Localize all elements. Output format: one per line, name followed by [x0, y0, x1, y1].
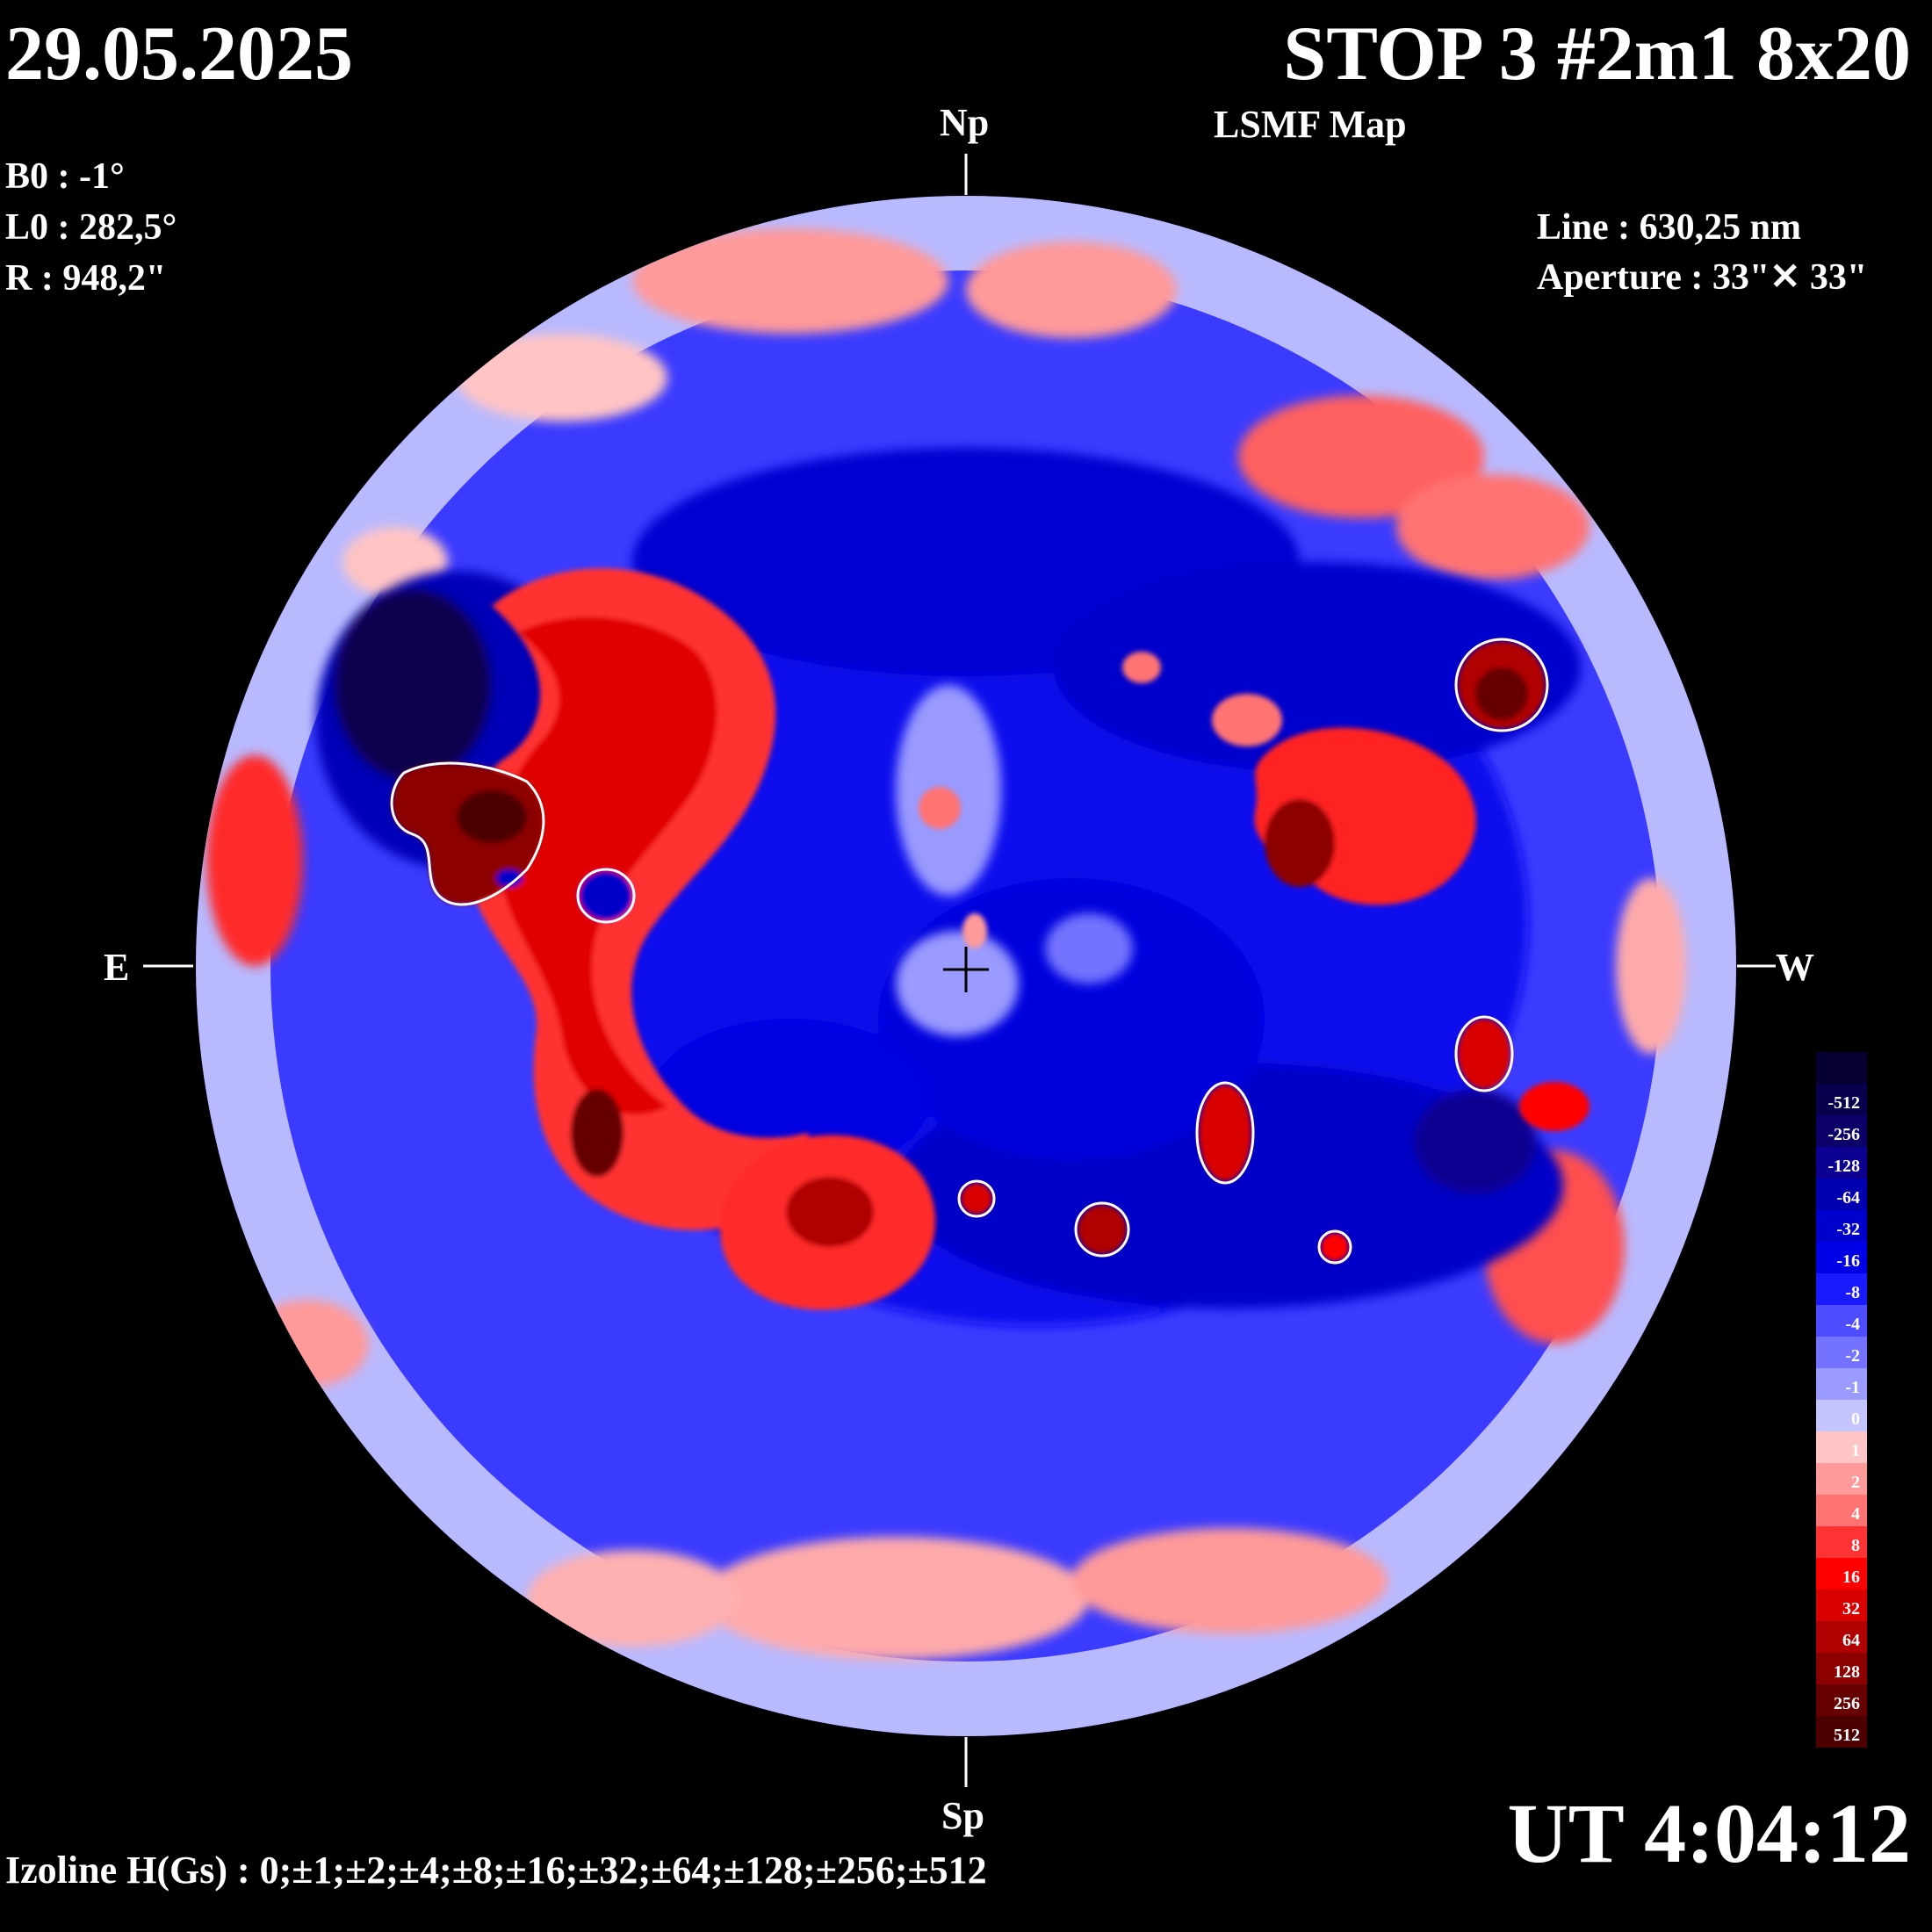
disk-content — [196, 196, 1736, 1736]
colorbar-level-label: 128 — [1834, 1662, 1860, 1682]
east-label: E — [104, 946, 130, 989]
param-b0: B0 : -1° — [5, 156, 125, 197]
colorbar-level: 4 — [1816, 1495, 1867, 1526]
positive-region-east — [392, 568, 936, 1310]
colorbar-level: -128 — [1816, 1147, 1867, 1179]
colorbar-level-label: 64 — [1842, 1631, 1860, 1650]
colorbar-level-label: -256 — [1827, 1125, 1860, 1144]
colorbar-level: -1 — [1816, 1368, 1867, 1400]
universal-time: UT 4:04:12 — [1507, 1786, 1911, 1880]
positive-region-west — [919, 641, 1590, 1261]
colorbar-level: 64 — [1816, 1621, 1867, 1653]
colorbar-level-label: -8 — [1845, 1283, 1860, 1302]
colorbar-level: -4 — [1816, 1305, 1867, 1337]
colorbar-level-label: 4 — [1851, 1504, 1860, 1524]
colorbar-level: 8 — [1816, 1526, 1867, 1558]
west-label: W — [1776, 946, 1814, 989]
colorbar-level-label: -2 — [1845, 1346, 1860, 1366]
colorbar-level-label: 512 — [1834, 1726, 1860, 1745]
limb-mottle — [206, 228, 1686, 1660]
colorbar-level: 2 — [1816, 1463, 1867, 1495]
colorbar-level: 512 — [1816, 1716, 1867, 1748]
colorbar-level-label: -64 — [1836, 1188, 1860, 1208]
colorbar-level: -512 — [1816, 1084, 1867, 1115]
north-pole-label: Np — [940, 101, 990, 144]
colorbar-level: -2 — [1816, 1337, 1867, 1368]
colorbar-level: -256 — [1816, 1115, 1867, 1147]
colorbar-level: 1 — [1816, 1431, 1867, 1463]
colorbar-level-label: 2 — [1851, 1473, 1860, 1492]
colorbar-level-label: 256 — [1834, 1694, 1860, 1713]
param-l0: L0 : 282,5° — [5, 207, 177, 248]
colorbar-level-label: 16 — [1842, 1568, 1860, 1587]
colorbar-level: 256 — [1816, 1684, 1867, 1716]
colorbar-level: 0 — [1816, 1400, 1867, 1431]
colorbar-level: 16 — [1816, 1558, 1867, 1590]
colorbar-level-label: -16 — [1836, 1251, 1860, 1271]
aperture-size: Aperture : 33"✕ 33" — [1537, 257, 1868, 298]
colorbar-level-label: 32 — [1842, 1599, 1860, 1618]
field-strength-colorbar: -512 -256 -128 -64 -32 -16 -8 -4 -2 -1 0 1 2 4 8 16 32 64… — [1816, 1052, 1867, 1755]
colorbar-level: -32 — [1816, 1210, 1867, 1242]
colorbar-level-label: 8 — [1851, 1536, 1860, 1555]
observation-date: 29.05.2025 — [5, 11, 353, 97]
spectral-line: Line : 630,25 nm — [1537, 207, 1802, 248]
colorbar-level: -64 — [1816, 1179, 1867, 1210]
south-pole-label: Sp — [941, 1794, 984, 1837]
izoline-legend: Izoline H(Gs) : 0;±1;±2;±4;±8;±16;±32;±6… — [5, 1849, 987, 1892]
colorbar-level-label: 1 — [1851, 1441, 1860, 1460]
izoline-contours — [390, 638, 1549, 1265]
map-title: STOP 3 #2m1 8x20 — [1283, 11, 1911, 97]
colorbar-level: -16 — [1816, 1242, 1867, 1273]
disk-axes — [143, 154, 1776, 1787]
colorbar-level: 32 — [1816, 1590, 1867, 1621]
param-radius: R : 948,2" — [5, 258, 167, 299]
colorbar-level-label: -512 — [1827, 1093, 1860, 1113]
map-subtitle: LSMF Map — [1214, 103, 1407, 146]
colorbar-level-label: -32 — [1836, 1220, 1860, 1239]
colorbar-level-label: -1 — [1845, 1378, 1860, 1397]
colorbar-level-label: -4 — [1845, 1315, 1860, 1334]
colorbar-level: 128 — [1816, 1653, 1867, 1684]
center-crosshair — [943, 947, 989, 992]
colorbar-level-label: -128 — [1827, 1157, 1860, 1176]
colorbar-level-label: 0 — [1851, 1409, 1860, 1429]
colorbar-level — [1816, 1052, 1867, 1084]
colorbar-level: -8 — [1816, 1273, 1867, 1305]
